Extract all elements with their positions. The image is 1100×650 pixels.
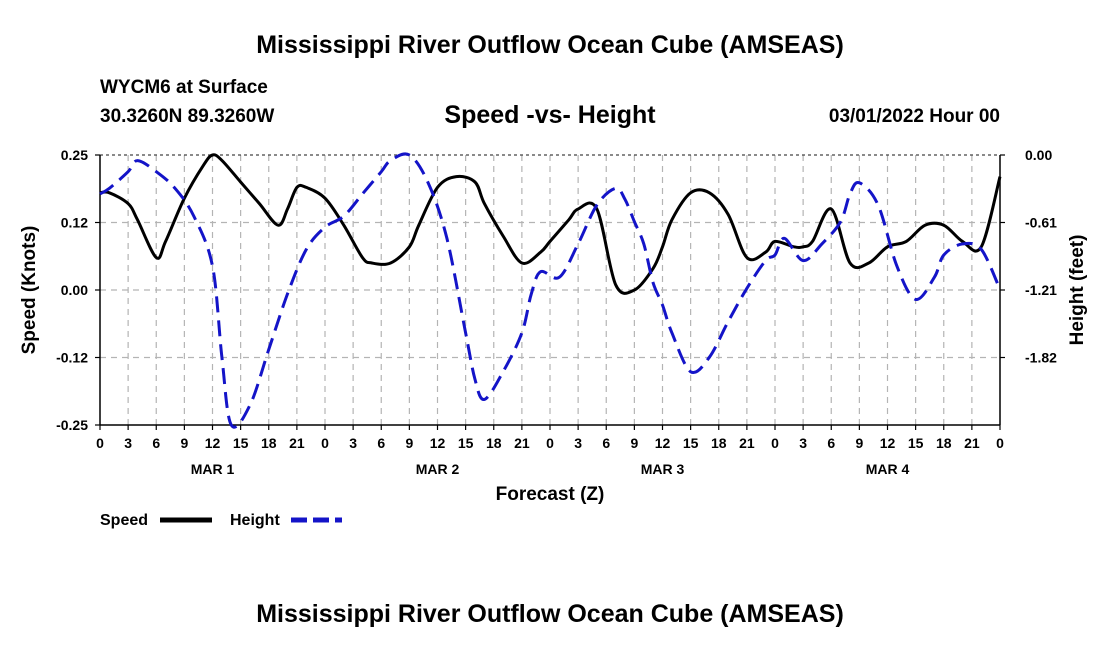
x-tick-label: 3 (349, 435, 357, 451)
x-tick-label: 18 (711, 435, 727, 451)
station-label: WYCM6 at Surface (100, 77, 268, 98)
grid (100, 154, 1000, 425)
y2-axis-title: Height (feet) (1067, 235, 1088, 346)
x-tick-label: 12 (880, 435, 896, 451)
x-tick-label: 21 (514, 435, 530, 451)
speed-series-line (99, 153, 1002, 295)
x-tick-label: 0 (996, 435, 1004, 451)
y2-tick-label: 0.00 (1025, 147, 1052, 163)
x-tick-label: 18 (261, 435, 277, 451)
legend: Speed Height (100, 512, 342, 529)
x-tick-label: 3 (799, 435, 807, 451)
axes: 0 3 6 9 12 15 18 21 0 3 6 9 12 15 18 21 0 3 6 9 12 15 18 21 0 3 6 9… (19, 147, 1088, 505)
x-tick-label: 12 (430, 435, 446, 451)
x-tick-label: 12 (655, 435, 671, 451)
x-tick-label: 9 (180, 435, 188, 451)
x-tick-label: 6 (152, 435, 160, 451)
y2-tick-label: -0.61 (1025, 215, 1057, 231)
coordinates-label: 30.3260N 89.3260W (100, 106, 275, 127)
x-tick-label: 9 (855, 435, 863, 451)
x-tick-label: 21 (289, 435, 305, 451)
height-series-line (99, 152, 1002, 429)
x-tick-label: 0 (546, 435, 554, 451)
x-tick-label: 6 (602, 435, 610, 451)
x-tick-label: 15 (908, 435, 924, 451)
x-tick-label: 0 (771, 435, 779, 451)
date-label: MAR 3 (641, 461, 685, 477)
legend-speed-label: Speed (100, 512, 148, 529)
y-tick-label: 0.00 (61, 282, 88, 298)
y-axis-title: Speed (Knots) (19, 226, 40, 355)
x-tick-label: 3 (574, 435, 582, 451)
date-label: MAR 2 (416, 461, 460, 477)
x-tick-label: 15 (683, 435, 699, 451)
x-tick-label: 21 (964, 435, 980, 451)
y-tick-label: -0.12 (56, 350, 88, 366)
date-label: MAR 1 (191, 461, 235, 477)
x-tick-label: 9 (405, 435, 413, 451)
legend-height-label: Height (230, 512, 280, 529)
series (99, 152, 1002, 429)
x-tick-label: 6 (827, 435, 835, 451)
bottom-title: Mississippi River Outflow Ocean Cube (AM… (256, 600, 844, 628)
x-tick-label: 18 (936, 435, 952, 451)
x-tick-label: 0 (321, 435, 329, 451)
chart-title: Mississippi River Outflow Ocean Cube (AM… (256, 31, 844, 59)
y-tick-label: 0.12 (61, 215, 88, 231)
x-axis-title: Forecast (Z) (496, 484, 605, 505)
y2-tick-label: -1.21 (1025, 282, 1057, 298)
chart-subtitle: Speed -vs- Height (444, 101, 656, 129)
forecast-datetime: 03/01/2022 Hour 00 (828, 106, 1000, 127)
x-tick-label: 3 (124, 435, 132, 451)
x-tick-label: 15 (233, 435, 249, 451)
y-tick-label: 0.25 (61, 147, 88, 163)
y2-tick-label: -1.82 (1025, 350, 1057, 366)
x-tick-label: 12 (205, 435, 221, 451)
x-tick-label: 15 (458, 435, 474, 451)
x-tick-label: 6 (377, 435, 385, 451)
x-tick-label: 9 (630, 435, 638, 451)
x-tick-label: 21 (739, 435, 755, 451)
x-tick-label: 18 (486, 435, 502, 451)
x-tick-label: 0 (96, 435, 104, 451)
date-label: MAR 4 (866, 461, 910, 477)
y-tick-label: -0.25 (56, 417, 88, 433)
